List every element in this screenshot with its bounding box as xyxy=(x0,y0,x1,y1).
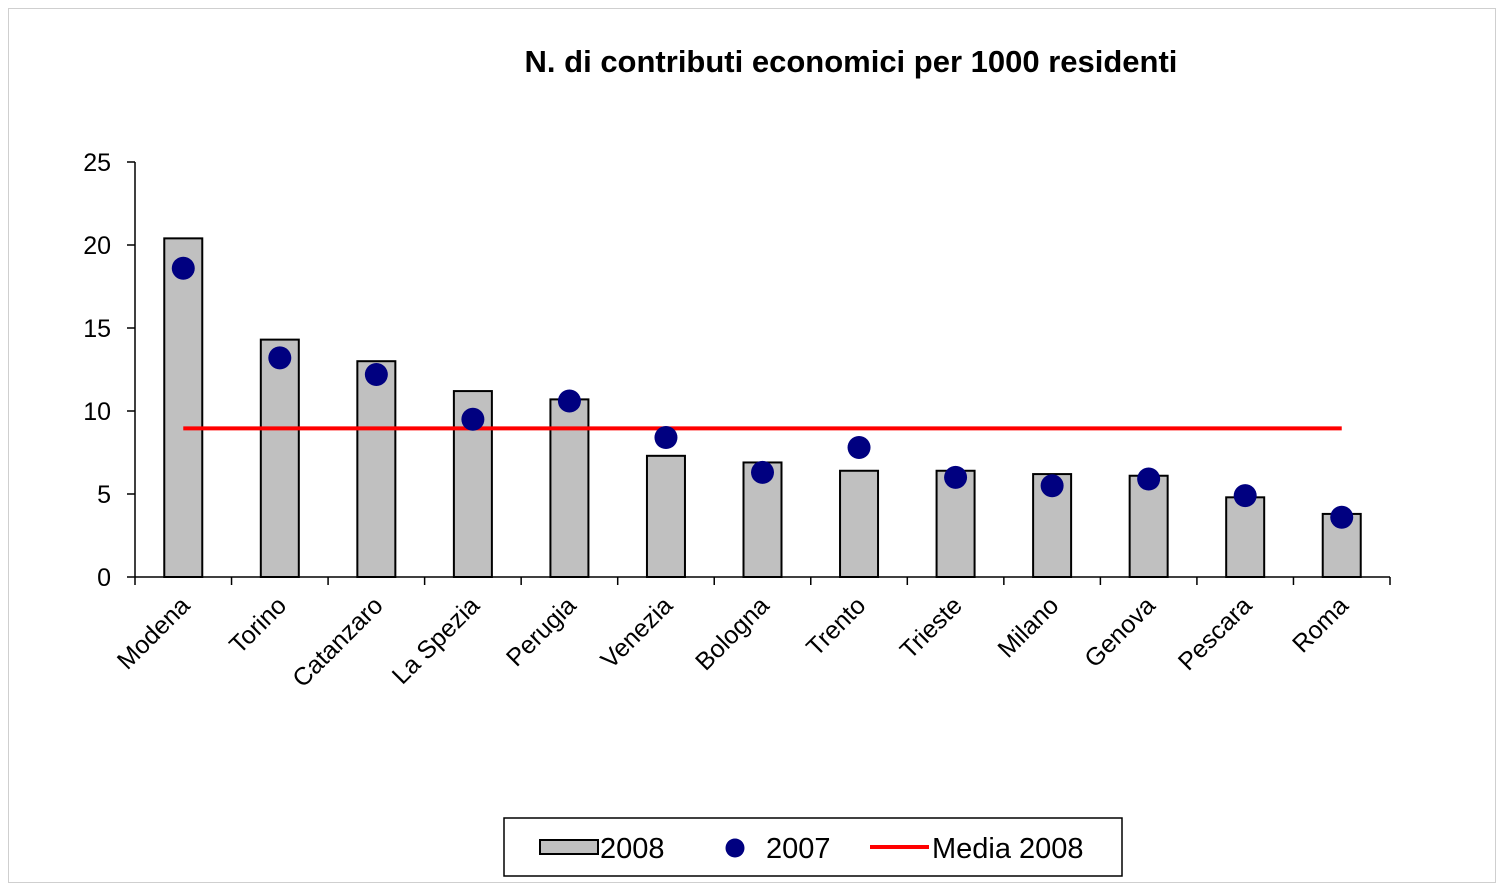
y-tick-label: 20 xyxy=(83,232,111,260)
point-2007 xyxy=(654,426,678,450)
legend-box xyxy=(503,817,1123,877)
point-2007 xyxy=(461,407,485,431)
legend-marker-2007 xyxy=(725,838,745,858)
legend-swatch-2008 xyxy=(539,839,599,855)
point-2007 xyxy=(557,389,581,413)
point-2007 xyxy=(944,465,968,489)
point-2007 xyxy=(1040,474,1064,498)
bar-2008 xyxy=(1225,496,1266,579)
bar-2008 xyxy=(356,360,397,579)
legend-label-2008: 2008 xyxy=(600,833,665,865)
legend-label-media-2008: Media 2008 xyxy=(932,833,1084,865)
y-tick-label: 25 xyxy=(83,149,111,177)
point-2007 xyxy=(1330,505,1354,529)
y-tick-label: 10 xyxy=(83,398,111,426)
x-tick-label: Pescara xyxy=(1173,591,1258,676)
y-tick-label: 5 xyxy=(97,481,111,509)
y-tick-label: 0 xyxy=(97,564,111,592)
x-tick-label: Torino xyxy=(224,591,292,659)
point-2007 xyxy=(847,436,871,460)
bar-2008 xyxy=(645,454,686,579)
legend: 2008 2007 Media 2008 xyxy=(503,817,1123,877)
bar-2008 xyxy=(163,237,204,579)
bar-2008 xyxy=(839,469,880,579)
point-2007 xyxy=(1233,484,1257,508)
bar-2008 xyxy=(259,338,300,578)
x-tick-label: Perugia xyxy=(501,591,582,672)
point-2007 xyxy=(171,256,195,280)
x-tick-label: Venezia xyxy=(595,591,678,674)
x-tick-label: La Spezia xyxy=(387,591,485,689)
x-tick-label: Genova xyxy=(1079,591,1161,673)
x-tick-label: Roma xyxy=(1287,591,1354,658)
chart-title: N. di contributi economici per 1000 resi… xyxy=(525,44,1178,79)
point-2007 xyxy=(1137,467,1161,491)
legend-label-2007: 2007 xyxy=(766,833,831,865)
x-tick-label: Trieste xyxy=(895,591,968,664)
x-tick-label: Trento xyxy=(801,591,871,661)
point-2007 xyxy=(268,346,292,370)
x-tick-label: Bologna xyxy=(690,591,775,676)
x-tick-label: Catanzaro xyxy=(287,591,388,692)
bar-2008 xyxy=(742,461,783,578)
x-tick-label: Modena xyxy=(112,591,196,675)
chart-frame xyxy=(8,8,1496,883)
point-2007 xyxy=(751,460,774,484)
point-2007 xyxy=(364,362,388,386)
y-tick-label: 15 xyxy=(83,315,111,343)
x-tick-label: Milano xyxy=(992,591,1064,663)
bar-2008 xyxy=(1128,474,1169,578)
bar-2008 xyxy=(549,398,590,578)
